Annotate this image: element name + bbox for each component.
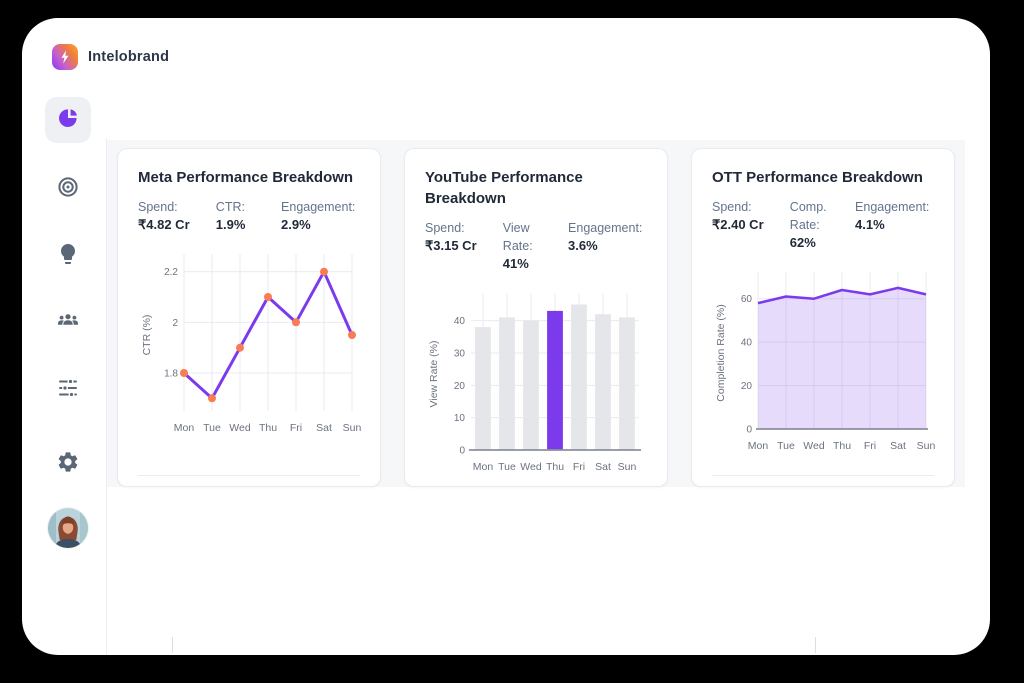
svg-text:Sat: Sat [316,422,332,434]
stats-row: Spend: ₹4.82 Cr CTR: 1.9% Engagement: 2.9% [138,198,360,235]
svg-text:Wed: Wed [803,440,825,452]
ott-completion-rate-chart: 0 20 40 60 Mon Tue Wed Thu Fri Sat Sun Completion R… [712,269,936,457]
svg-text:2.2: 2.2 [164,267,178,278]
svg-text:CTR (%): CTR (%) [141,315,153,356]
svg-text:10: 10 [454,413,466,424]
user-avatar[interactable] [48,508,88,548]
svg-text:Wed: Wed [520,461,542,473]
svg-text:Sun: Sun [618,461,637,473]
svg-text:Fri: Fri [864,440,876,452]
pie-chart-icon [56,106,80,135]
svg-text:1.8: 1.8 [164,368,178,379]
svg-text:Fri: Fri [290,422,302,434]
svg-text:20: 20 [454,381,466,392]
svg-text:Mon: Mon [748,440,769,452]
svg-text:30: 30 [454,349,466,360]
lightning-bolt-icon [52,44,78,70]
sidebar-item-analytics[interactable] [45,97,91,143]
stat-spend: Spend: ₹4.82 Cr [138,200,190,233]
stat-ctr: CTR: 1.9% [215,200,246,233]
youtube-view-rate-chart: 0 10 20 30 40 Mon Tue Wed Thu Fri Sat Sun View Rate … [425,290,647,478]
clipped-ui-edge [172,637,173,653]
brand-logo: Intelobrand [52,44,169,70]
stat-view: View Rate: 41% [502,221,533,272]
svg-text:Tue: Tue [203,422,221,434]
svg-text:2: 2 [172,318,178,329]
svg-text:Thu: Thu [259,422,277,434]
sidebar-item-audience[interactable] [56,308,80,332]
meta-performance-card: Meta Performance Breakdown Spend: ₹4.82 C… [117,148,381,487]
stat-spend: Spend: ₹2.40 Cr [712,200,764,233]
svg-text:Sun: Sun [917,440,936,452]
svg-text:Thu: Thu [833,440,851,452]
svg-text:Thu: Thu [546,461,564,473]
stat-engagement: Engagement: 3.6% [568,221,643,254]
svg-text:0: 0 [459,446,465,457]
svg-text:Completion Rate (%): Completion Rate (%) [715,304,727,401]
svg-text:Mon: Mon [174,422,195,434]
users-icon [56,314,80,336]
svg-text:Sun: Sun [343,422,362,434]
sidebar-item-insights[interactable] [56,242,80,266]
stats-row: Spend: ₹3.15 Cr View Rate: 41% Engagement: 3.… [425,219,647,274]
svg-text:0: 0 [746,425,752,436]
card-title: Meta Performance Breakdown [138,169,354,186]
card-divider [138,475,360,476]
svg-text:40: 40 [741,338,753,349]
brand-name: Intelobrand [88,49,170,65]
ott-performance-card: OTT Performance Breakdown Spend: ₹2.40 Cr… [691,148,955,487]
svg-text:Sat: Sat [595,461,611,473]
lightbulb-icon [56,244,80,270]
svg-text:Tue: Tue [498,461,516,473]
card-title: YouTube Performance Breakdown [425,169,583,207]
stat-engagement: Engagement: 2.9% [281,200,356,233]
svg-text:Wed: Wed [229,422,251,434]
sidebar-item-settings[interactable] [56,450,80,474]
card-title: OTT Performance Breakdown [712,169,923,186]
stat-spend: Spend: ₹3.15 Cr [425,221,477,254]
card-divider [712,475,934,476]
svg-text:Tue: Tue [777,440,795,452]
stat-engagement: Engagement: 4.1% [855,200,930,233]
youtube-performance-card: YouTube Performance Breakdown Spend: ₹3.1… [404,148,668,487]
sliders-icon [56,378,80,404]
svg-text:Sat: Sat [890,440,906,452]
sidebar-item-filters[interactable] [56,376,80,400]
svg-text:60: 60 [741,294,753,305]
target-icon [56,177,80,203]
stats-row: Spend: ₹2.40 Cr Comp. Rate: 62% Engagement: 4… [712,198,934,253]
svg-text:View Rate (%): View Rate (%) [428,341,440,408]
meta-ctr-chart: 1.8 2 2.2 Mon Tue Wed Thu Fri Sat Sun CTR (%) [138,251,362,439]
app-window: Intelobrand [22,18,990,655]
sidebar-item-target[interactable] [56,175,80,199]
stat-comp: Comp. Rate: 62% [789,200,827,251]
gear-icon [56,452,80,478]
svg-text:Fri: Fri [573,461,585,473]
svg-text:Mon: Mon [473,461,494,473]
svg-text:20: 20 [741,381,753,392]
sidebar-divider [106,138,107,655]
clipped-ui-edge [815,637,816,653]
svg-text:40: 40 [454,316,466,327]
